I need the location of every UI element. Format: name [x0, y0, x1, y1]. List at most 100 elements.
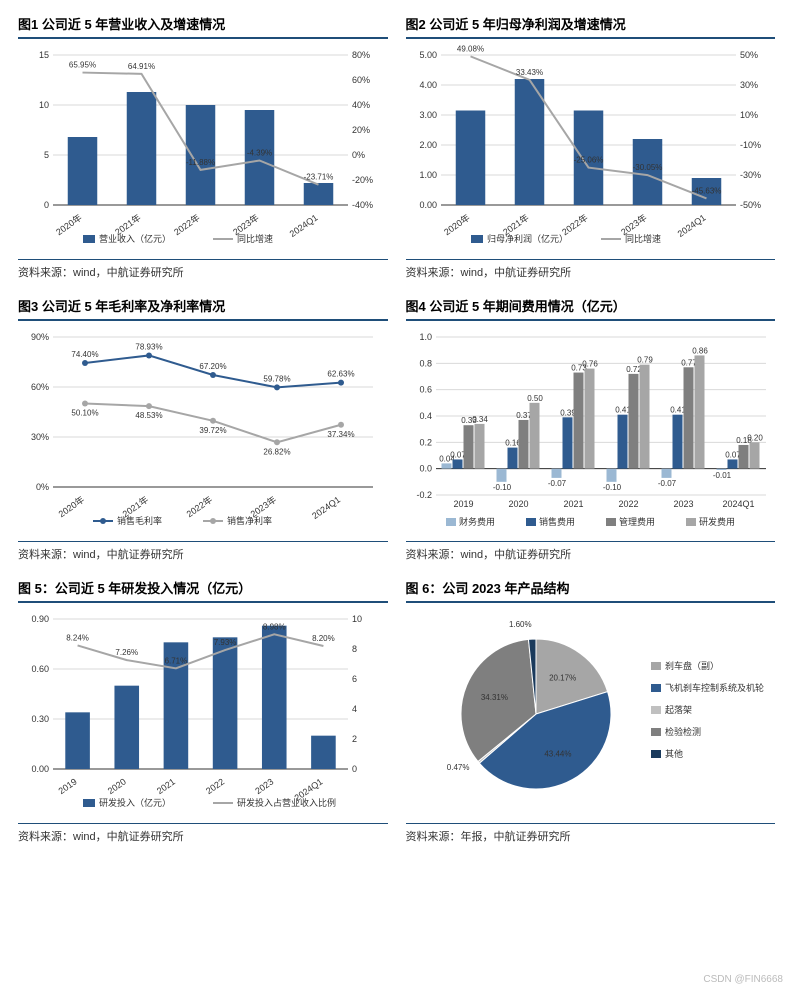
svg-text:2021: 2021	[563, 499, 583, 509]
svg-text:0.79: 0.79	[637, 356, 653, 365]
svg-text:8.98%: 8.98%	[263, 622, 286, 631]
page: 图1 公司近 5 年营业收入及增速情况 051015-40%-20%0%20%4…	[0, 0, 793, 866]
svg-text:78.93%: 78.93%	[135, 342, 162, 351]
svg-text:检验检测: 检验检测	[665, 726, 701, 737]
svg-text:-0.10: -0.10	[602, 483, 621, 492]
svg-text:8: 8	[352, 644, 357, 654]
svg-text:-10%: -10%	[740, 140, 761, 150]
svg-text:64.91%: 64.91%	[128, 62, 155, 71]
chart6-source: 资料来源：年报，中航证券研究所	[406, 823, 776, 848]
svg-text:0.6: 0.6	[419, 385, 432, 395]
svg-text:-0.07: -0.07	[547, 479, 566, 488]
chart6-title: 图 6：公司 2023 年产品结构	[406, 574, 776, 603]
svg-text:财务费用: 财务费用	[459, 516, 495, 527]
svg-text:7.93%: 7.93%	[214, 638, 237, 647]
svg-text:15: 15	[39, 50, 49, 60]
svg-text:8.20%: 8.20%	[312, 634, 335, 643]
svg-text:90%: 90%	[31, 332, 49, 342]
chart1-source: 资料来源：wind，中航证券研究所	[18, 259, 388, 284]
svg-text:-30%: -30%	[740, 170, 761, 180]
chart3-svg: 0%30%60%90%74.40%78.93%67.20%59.78%62.63…	[18, 327, 388, 537]
svg-text:研发投入（亿元）: 研发投入（亿元）	[99, 797, 171, 808]
svg-text:0.34: 0.34	[472, 415, 488, 424]
svg-text:销售费用: 销售费用	[539, 516, 575, 527]
svg-text:80%: 80%	[352, 50, 370, 60]
chart2-source: 资料来源：wind，中航证券研究所	[406, 259, 776, 284]
svg-text:-0.10: -0.10	[492, 483, 511, 492]
svg-text:2023: 2023	[673, 499, 693, 509]
svg-text:0.20: 0.20	[747, 433, 763, 442]
svg-text:起落架: 起落架	[665, 704, 692, 715]
svg-text:1.0: 1.0	[419, 332, 432, 342]
chart6-svg: 20.17%43.44%0.47%34.31%1.60%刹车盘（副）飞机刹车控制…	[406, 609, 776, 819]
svg-text:2020: 2020	[106, 776, 128, 796]
chart5-title: 图 5：公司近 5 年研发投入情况（亿元）	[18, 574, 388, 603]
svg-text:26.82%: 26.82%	[263, 447, 290, 456]
watermark: CSDN @FIN6668	[703, 974, 783, 985]
svg-text:-25.06%: -25.06%	[573, 156, 603, 165]
svg-text:-23.71%: -23.71%	[304, 173, 334, 182]
svg-text:10: 10	[39, 100, 49, 110]
chart1-svg: 051015-40%-20%0%20%40%60%80%65.95%64.91%…	[18, 45, 388, 255]
chart2-cell: 图2 公司近 5 年归母净利润及增速情况 0.001.002.003.004.0…	[406, 10, 776, 284]
svg-text:-45.63%: -45.63%	[691, 186, 721, 195]
svg-text:-40%: -40%	[352, 200, 373, 210]
svg-text:刹车盘（副）: 刹车盘（副）	[665, 660, 719, 671]
svg-text:0.8: 0.8	[419, 358, 432, 368]
svg-text:30%: 30%	[740, 80, 758, 90]
svg-text:3.00: 3.00	[419, 110, 437, 120]
svg-text:销售净利率: 销售净利率	[227, 515, 272, 526]
svg-text:20.17%: 20.17%	[549, 674, 576, 683]
svg-text:2024Q1: 2024Q1	[288, 212, 320, 239]
svg-text:2020年: 2020年	[441, 212, 471, 238]
svg-text:研发费用: 研发费用	[699, 516, 735, 527]
svg-text:2024Q1: 2024Q1	[722, 499, 754, 509]
svg-text:2024Q1: 2024Q1	[675, 212, 707, 239]
svg-text:65.95%: 65.95%	[69, 61, 96, 70]
chart1-title: 图1 公司近 5 年营业收入及增速情况	[18, 10, 388, 39]
svg-text:归母净利润（亿元）: 归母净利润（亿元）	[487, 233, 568, 244]
svg-text:7.26%: 7.26%	[115, 648, 138, 657]
svg-text:8.24%: 8.24%	[66, 633, 89, 642]
svg-text:62.63%: 62.63%	[327, 370, 354, 379]
chart3-cell: 图3 公司近 5 年毛利率及净利率情况 0%30%60%90%74.40%78.…	[18, 292, 388, 566]
svg-text:2022: 2022	[204, 776, 226, 796]
chart4-cell: 图4 公司近 5 年期间费用情况（亿元） -0.20.00.20.40.60.8…	[406, 292, 776, 566]
chart2-svg: 0.001.002.003.004.005.00-50%-30%-10%10%3…	[406, 45, 776, 255]
svg-text:4.00: 4.00	[419, 80, 437, 90]
svg-text:40%: 40%	[352, 100, 370, 110]
svg-text:2019: 2019	[453, 499, 473, 509]
svg-text:5.00: 5.00	[419, 50, 437, 60]
chart4-source: 资料来源：wind，中航证券研究所	[406, 541, 776, 566]
svg-text:1.60%: 1.60%	[508, 620, 531, 629]
svg-text:0%: 0%	[352, 150, 365, 160]
svg-text:43.44%: 43.44%	[544, 749, 571, 758]
svg-text:-11.88%: -11.88%	[186, 158, 215, 167]
svg-text:2022年: 2022年	[172, 212, 202, 238]
svg-text:0.30: 0.30	[31, 714, 49, 724]
svg-text:50.10%: 50.10%	[71, 409, 98, 418]
svg-text:67.20%: 67.20%	[199, 362, 226, 371]
svg-text:1.00: 1.00	[419, 170, 437, 180]
svg-text:34.31%: 34.31%	[480, 693, 507, 702]
svg-text:20%: 20%	[352, 125, 370, 135]
svg-text:6.71%: 6.71%	[165, 656, 188, 665]
svg-text:飞机刹车控制系统及机轮: 飞机刹车控制系统及机轮	[665, 682, 764, 693]
chart4-title: 图4 公司近 5 年期间费用情况（亿元）	[406, 292, 776, 321]
chart3-title: 图3 公司近 5 年毛利率及净利率情况	[18, 292, 388, 321]
svg-text:销售毛利率: 销售毛利率	[117, 515, 162, 526]
svg-text:0.2: 0.2	[419, 437, 432, 447]
svg-text:0.60: 0.60	[31, 664, 49, 674]
svg-text:0%: 0%	[36, 482, 49, 492]
svg-text:-50%: -50%	[740, 200, 761, 210]
svg-text:同比增速: 同比增速	[237, 233, 273, 244]
svg-text:2019: 2019	[57, 776, 79, 796]
svg-text:2020: 2020	[508, 499, 528, 509]
svg-text:-30.05%: -30.05%	[632, 163, 662, 172]
chart3-source: 资料来源：wind，中航证券研究所	[18, 541, 388, 566]
svg-text:0.4: 0.4	[419, 411, 432, 421]
svg-text:2024Q1: 2024Q1	[310, 494, 342, 521]
svg-text:-0.01: -0.01	[712, 471, 731, 480]
svg-text:0.00: 0.00	[31, 764, 49, 774]
svg-text:0.90: 0.90	[31, 614, 49, 624]
